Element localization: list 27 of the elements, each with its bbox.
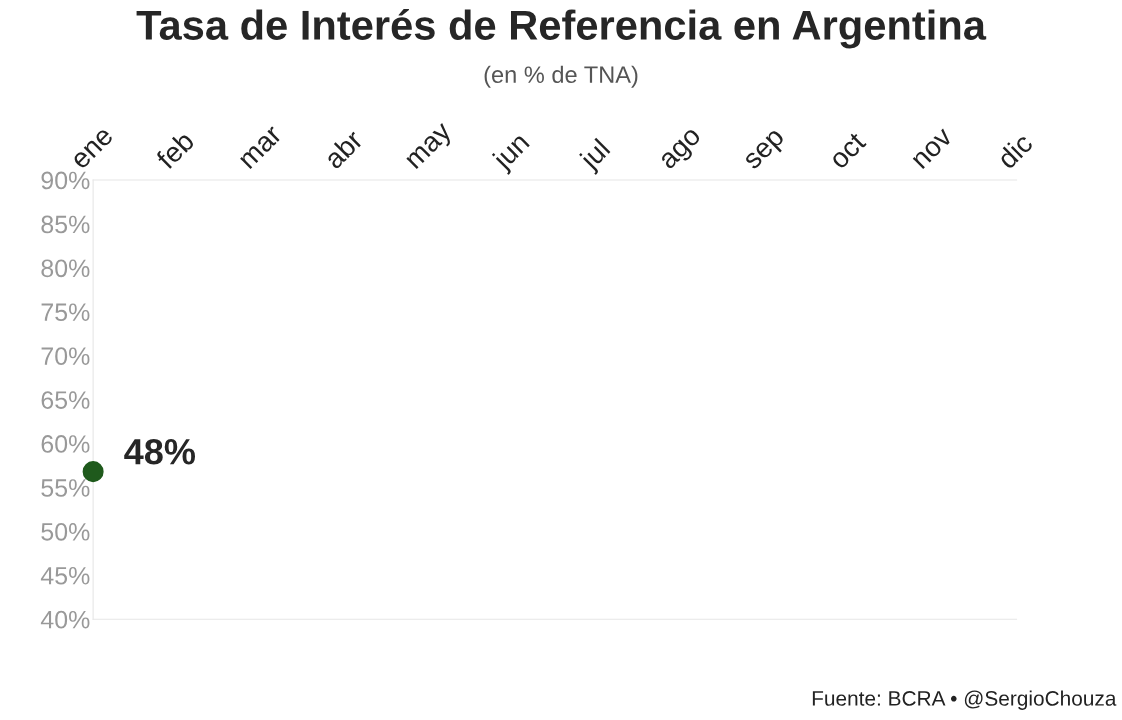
chart-title: Tasa de Interés de Referencia en Argentina	[136, 9, 987, 49]
x-tick-label: nov	[912, 128, 954, 170]
x-tick-label: ene	[72, 127, 114, 170]
y-tick-label: 40%	[40, 610, 90, 629]
y-tick-label: 85%	[41, 215, 90, 234]
x-tick-label: abr	[322, 128, 365, 170]
y-tick-label: 75%	[41, 303, 90, 322]
y-tick-label: 50%	[41, 522, 90, 541]
x-tick-label: may	[406, 122, 457, 174]
x-tick-label: mar	[239, 126, 283, 170]
x-tick-label: sep	[743, 128, 789, 174]
chart-subtitle: (en % de TNA)	[484, 65, 638, 88]
y-tick-label: 45%	[40, 566, 90, 585]
x-tick-label: oct	[828, 131, 867, 170]
x-tick-label: jun	[490, 131, 534, 175]
y-tick-label: 80%	[41, 259, 90, 278]
source-note: Fuente: BCRA • @SergioChouza	[812, 690, 1117, 710]
y-tick-label: 65%	[41, 391, 90, 409]
y-tick-label: 70%	[41, 347, 90, 365]
y-tick-label: 60%	[41, 435, 90, 453]
x-tick-label: jul	[577, 137, 615, 175]
x-tick-label: dic	[995, 131, 1034, 170]
y-tick-label: 55%	[41, 479, 90, 497]
x-tick-label: ago	[659, 127, 706, 174]
y-tick-label: 90%	[41, 171, 90, 190]
x-tick-label: feb	[154, 129, 196, 171]
annotation: 48%	[124, 438, 196, 465]
